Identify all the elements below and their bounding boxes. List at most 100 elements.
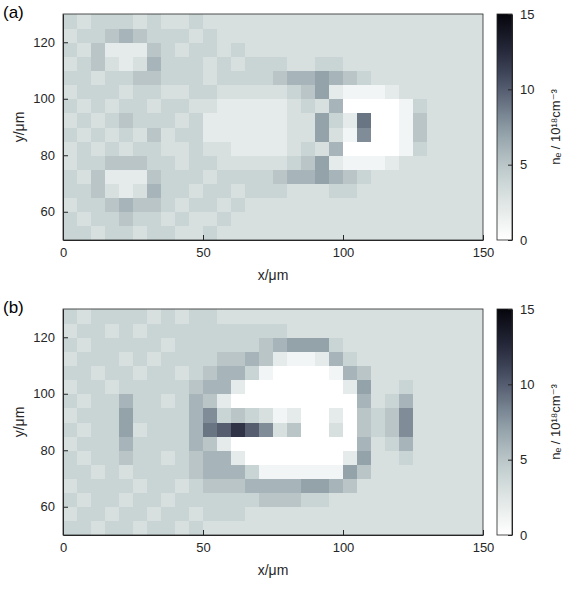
colorbar-tick: 15 (508, 7, 534, 22)
cell (315, 436, 330, 451)
cell (455, 422, 470, 437)
cell (231, 71, 246, 86)
cell (287, 323, 302, 338)
cell (287, 507, 302, 522)
cell (301, 99, 316, 114)
cell (399, 521, 414, 535)
cell (147, 212, 162, 227)
cell (245, 323, 260, 338)
cell (133, 42, 148, 57)
cell (385, 155, 400, 170)
cell (147, 521, 162, 535)
cell (469, 464, 483, 479)
cell (119, 493, 134, 508)
cell (455, 155, 470, 170)
cell (77, 28, 92, 43)
cell (385, 309, 400, 324)
cell (301, 422, 316, 437)
cell (245, 141, 260, 156)
cell (259, 493, 274, 508)
heatmap-cells (63, 309, 483, 535)
cell (427, 394, 442, 409)
cell (427, 380, 442, 395)
axis-line (63, 310, 64, 536)
cell (399, 436, 414, 451)
cell (455, 226, 470, 240)
tick-label: 150 (473, 540, 495, 555)
cell (455, 380, 470, 395)
cell (315, 366, 330, 381)
cell (427, 422, 442, 437)
cell (119, 450, 134, 465)
cell (231, 184, 246, 199)
tick-mark (483, 530, 484, 535)
cell (175, 337, 190, 352)
cell (357, 71, 372, 86)
cell (343, 521, 358, 535)
cell (91, 85, 106, 100)
cell (371, 226, 386, 240)
cell (469, 479, 483, 494)
cell (413, 507, 428, 522)
cell (273, 450, 288, 465)
cell (329, 155, 344, 170)
cell (217, 184, 232, 199)
tick-label: 60 (41, 499, 55, 514)
cell (161, 521, 176, 535)
cell (343, 155, 358, 170)
cell (203, 14, 218, 29)
cell (231, 113, 246, 128)
cell (287, 226, 302, 240)
cell (399, 380, 414, 395)
cell (77, 309, 92, 324)
cell (189, 113, 204, 128)
cell (315, 380, 330, 395)
cell (427, 226, 442, 240)
cell (77, 380, 92, 395)
cell (217, 71, 232, 86)
cell (259, 309, 274, 324)
cell (105, 212, 120, 227)
cell (175, 184, 190, 199)
cell (469, 113, 483, 128)
cell (133, 56, 148, 71)
cell (259, 351, 274, 366)
cell (287, 56, 302, 71)
cell (357, 337, 372, 352)
cell (441, 309, 456, 324)
cell (329, 99, 344, 114)
cell (203, 394, 218, 409)
cell (385, 507, 400, 522)
cell (343, 14, 358, 29)
cell (371, 422, 386, 437)
cell (189, 56, 204, 71)
cell (175, 56, 190, 71)
cell (469, 141, 483, 156)
cell (119, 113, 134, 128)
cell (259, 521, 274, 535)
cell (301, 141, 316, 156)
cell (147, 42, 162, 57)
cell (133, 337, 148, 352)
cell (273, 99, 288, 114)
cell (231, 85, 246, 100)
cell (413, 85, 428, 100)
cell (161, 408, 176, 423)
cell (343, 366, 358, 381)
cell (63, 14, 78, 29)
axis-line (512, 310, 513, 536)
cell (413, 155, 428, 170)
cell (315, 155, 330, 170)
cell (259, 141, 274, 156)
cell (301, 71, 316, 86)
cell (343, 99, 358, 114)
cell (203, 422, 218, 437)
cell (315, 14, 330, 29)
cell (455, 351, 470, 366)
cell (259, 408, 274, 423)
cell (245, 28, 260, 43)
cell (77, 436, 92, 451)
cell (357, 309, 372, 324)
colorbar-axis: 051015 (508, 7, 534, 248)
cell (329, 56, 344, 71)
